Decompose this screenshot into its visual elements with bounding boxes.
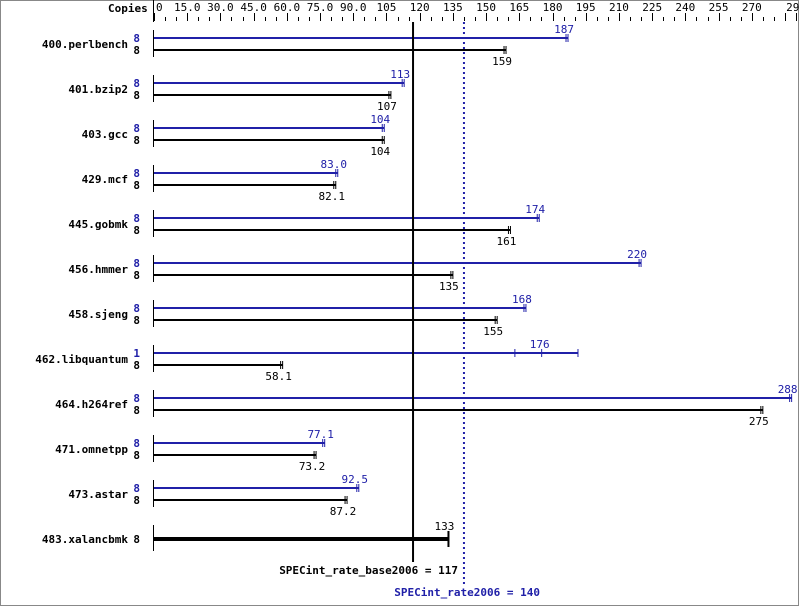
tick-label: 165 bbox=[509, 1, 529, 14]
base-copies: 8 bbox=[133, 134, 140, 147]
benchmark-name: 458.sjeng bbox=[68, 308, 128, 321]
tick-label: 225 bbox=[642, 1, 662, 14]
base-value-label: 155 bbox=[483, 325, 503, 338]
benchmark-row: 456.hmmer 8 220 8 135 bbox=[68, 248, 647, 293]
peak-value-label: 220 bbox=[627, 248, 647, 261]
benchmark-row: 462.libquantum 1 176 8 58.1 bbox=[35, 338, 579, 383]
peak-value-label: 168 bbox=[512, 293, 532, 306]
benchmark-name: 403.gcc bbox=[82, 128, 128, 141]
base-copies: 8 bbox=[133, 224, 140, 237]
base-copies: 8 bbox=[133, 179, 140, 192]
benchmark-row: 445.gobmk 8 174 8 161 bbox=[68, 203, 545, 248]
tick-label: 0 bbox=[156, 1, 163, 14]
base-copies: 8 bbox=[133, 89, 140, 102]
peak-copies: 8 bbox=[133, 77, 140, 90]
base-value-label: 135 bbox=[439, 280, 459, 293]
tick-label: 255 bbox=[709, 1, 729, 14]
base-value-label: 107 bbox=[377, 100, 397, 113]
benchmark-name: 483.xalancbmk bbox=[42, 533, 128, 546]
tick-label: 290 bbox=[786, 1, 799, 14]
peak-copies: 8 bbox=[133, 212, 140, 225]
peak-value-label: 113 bbox=[390, 68, 410, 81]
peak-copies: 8 bbox=[133, 257, 140, 270]
benchmark-name: 471.omnetpp bbox=[55, 443, 128, 456]
benchmark-row: 400.perlbench 8 187 8 159 bbox=[42, 23, 574, 68]
tick-label: 180 bbox=[543, 1, 563, 14]
peak-copies: 8 bbox=[133, 167, 140, 180]
benchmark-name: 445.gobmk bbox=[68, 218, 128, 231]
tick-label: 45.0 bbox=[240, 1, 267, 14]
benchmark-row: 471.omnetpp 8 77.1 8 73.2 bbox=[55, 428, 334, 473]
benchmark-name: 429.mcf bbox=[82, 173, 128, 186]
benchmark-row: 483.xalancbmk 8 133 bbox=[42, 520, 454, 551]
base-copies: 8 bbox=[133, 533, 140, 546]
reference-lines bbox=[412, 22, 465, 584]
tick-label: 90.0 bbox=[340, 1, 367, 14]
base-value-label: 58.1 bbox=[265, 370, 292, 383]
tick-label: 195 bbox=[576, 1, 596, 14]
base-value-label: 133 bbox=[435, 520, 455, 533]
benchmark-row: 464.h264ref 8 288 8 275 bbox=[55, 383, 797, 428]
base-copies: 8 bbox=[133, 269, 140, 282]
base-copies: 8 bbox=[133, 314, 140, 327]
benchmark-name: 401.bzip2 bbox=[68, 83, 128, 96]
base-value-label: 161 bbox=[497, 235, 517, 248]
benchmark-name: 400.perlbench bbox=[42, 38, 128, 51]
peak-value-label: 77.1 bbox=[307, 428, 334, 441]
peak-value-label: 92.5 bbox=[342, 473, 369, 486]
base-summary-label: SPECint_rate_base2006 = 117 bbox=[279, 564, 458, 577]
peak-value-label: 174 bbox=[525, 203, 545, 216]
base-value-label: 104 bbox=[370, 145, 390, 158]
peak-copies: 8 bbox=[133, 437, 140, 450]
tick-label: 150 bbox=[476, 1, 496, 14]
tick-label: 240 bbox=[675, 1, 695, 14]
peak-copies: 8 bbox=[133, 302, 140, 315]
peak-copies: 8 bbox=[133, 32, 140, 45]
peak-value-label: 176 bbox=[530, 338, 550, 351]
x-axis: 0 15.0 30.0 45.0 60.0 75.0 90.0 105 120 135 150 165… bbox=[153, 0, 799, 22]
peak-value-label: 187 bbox=[554, 23, 574, 36]
benchmark-row: 429.mcf 8 83.0 8 82.1 bbox=[82, 158, 347, 203]
benchmark-row: 473.astar 8 92.5 8 87.2 bbox=[68, 473, 368, 518]
base-value-label: 275 bbox=[749, 415, 769, 428]
peak-value-label: 288 bbox=[778, 383, 798, 396]
benchmark-name: 456.hmmer bbox=[68, 263, 128, 276]
peak-value-label: 104 bbox=[370, 113, 390, 126]
base-copies: 8 bbox=[133, 359, 140, 372]
benchmark-name: 464.h264ref bbox=[55, 398, 128, 411]
tick-label: 60.0 bbox=[274, 1, 301, 14]
tick-label: 75.0 bbox=[307, 1, 334, 14]
tick-label: 210 bbox=[609, 1, 629, 14]
base-value-label: 73.2 bbox=[299, 460, 326, 473]
peak-summary-label: SPECint_rate2006 = 140 bbox=[394, 586, 540, 599]
tick-label: 30.0 bbox=[207, 1, 234, 14]
copies-header: Copies bbox=[108, 2, 148, 15]
peak-copies: 8 bbox=[133, 122, 140, 135]
tick-label: 270 bbox=[742, 1, 762, 14]
tick-label: 15.0 bbox=[174, 1, 201, 14]
base-value-label: 87.2 bbox=[330, 505, 357, 518]
peak-copies: 8 bbox=[133, 392, 140, 405]
tick-label: 120 bbox=[410, 1, 430, 14]
benchmark-row: 403.gcc 8 104 8 104 bbox=[82, 113, 391, 158]
base-copies: 8 bbox=[133, 404, 140, 417]
base-copies: 8 bbox=[133, 494, 140, 507]
benchmark-row: 401.bzip2 8 113 8 107 bbox=[68, 68, 410, 113]
peak-value-label: 83.0 bbox=[321, 158, 348, 171]
base-value-label: 159 bbox=[492, 55, 512, 68]
benchmark-name: 473.astar bbox=[68, 488, 128, 501]
base-copies: 8 bbox=[133, 44, 140, 57]
peak-copies: 8 bbox=[133, 482, 140, 495]
tick-label: 105 bbox=[377, 1, 397, 14]
base-value-label: 82.1 bbox=[319, 190, 346, 203]
tick-label: 135 bbox=[443, 1, 463, 14]
peak-copies: 1 bbox=[133, 347, 140, 360]
base-copies: 8 bbox=[133, 449, 140, 462]
benchmark-name: 462.libquantum bbox=[35, 353, 128, 366]
